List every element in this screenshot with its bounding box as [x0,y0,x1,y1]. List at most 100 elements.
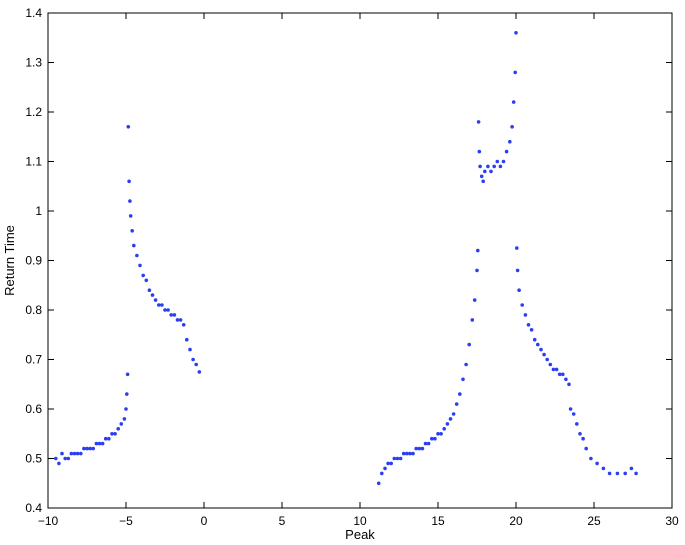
data-point [60,451,64,456]
data-point [191,357,195,362]
data-point [420,446,425,451]
x-tick-label: −10 [38,514,59,528]
data-point [125,372,130,377]
data-point [113,432,117,436]
data-point [601,466,606,471]
data-point [575,422,579,426]
data-point [411,451,415,456]
data-point [607,471,612,476]
data-point [153,298,158,302]
data-point [386,461,390,466]
data-point [513,70,517,75]
data-point [141,273,145,278]
data-point [178,318,183,322]
data-point [100,441,105,446]
data-point [481,179,486,184]
data-point [454,402,459,406]
data-point [561,372,565,377]
data-point [589,456,593,461]
data-point [150,293,155,297]
data-point [169,313,173,317]
data-point [380,471,384,476]
data-point [536,342,540,347]
data-point [430,436,434,441]
data-point [504,149,509,154]
data-point [69,451,74,456]
data-point [448,417,453,421]
axis-ticks: −10 −5 0 5 10 15 20 25 30 0.4 0.5 0.6 0.7 0.8 0.9 1 1.1 1… [25,6,679,528]
data-point [564,377,568,382]
data-point [128,199,132,203]
data-point [526,323,531,327]
data-point [72,451,77,456]
data-point [91,446,95,451]
data-point [88,446,92,451]
data-point [185,337,189,342]
y-tick-label: 0.6 [25,402,42,416]
data-point [119,422,124,426]
data-point [472,298,477,302]
data-point [557,372,562,377]
data-point [54,456,58,461]
x-tick-label: −5 [119,514,133,528]
data-point [75,451,80,456]
data-point [124,407,128,411]
data-point [489,169,493,174]
data-point [442,427,447,431]
y-tick-label: 0.5 [25,452,42,466]
data-point [629,466,634,471]
data-point [578,432,582,436]
data-point [584,446,588,451]
y-tick-label: 0.9 [25,254,42,268]
data-point [110,432,114,436]
data-point [426,441,431,446]
data-point [568,407,573,411]
data-point [103,436,108,441]
data-point [63,456,67,461]
data-point [501,159,506,164]
data-point [567,382,571,387]
data-point [515,246,519,250]
x-tick-label: 15 [431,514,445,528]
y-tick-label: 1 [35,204,42,218]
data-point [477,149,482,154]
data-point [554,367,559,372]
data-point [132,243,136,248]
data-point [383,466,387,471]
data-point [79,451,83,456]
data-point [551,367,556,372]
data-point [85,446,89,451]
data-point [479,174,484,179]
data-point [515,268,520,273]
y-tick-label: 1.1 [25,155,42,169]
data-point [458,392,462,396]
data-point [395,456,400,461]
data-point [476,120,481,124]
data-point [144,278,149,283]
data-point [470,318,475,322]
data-point [116,427,120,431]
data-point [615,471,620,476]
data-point [478,164,482,169]
data-point [398,456,403,461]
data-point [66,456,71,461]
data-point [376,481,381,486]
data-point [57,461,61,466]
y-tick-label: 1.3 [25,56,42,70]
data-point [498,164,503,169]
data-point [135,253,139,258]
data-point [445,422,450,426]
data-point [408,451,412,456]
data-point [194,362,198,367]
data-point [542,352,546,357]
data-point [181,323,186,327]
data-point [417,446,422,451]
y-tick-label: 1.4 [25,6,42,20]
data-point [122,417,127,421]
data-point [126,125,131,129]
data-point [125,392,129,396]
data-point [548,362,553,367]
data-point [147,288,152,293]
data-point [451,412,456,416]
data-point [508,139,512,144]
